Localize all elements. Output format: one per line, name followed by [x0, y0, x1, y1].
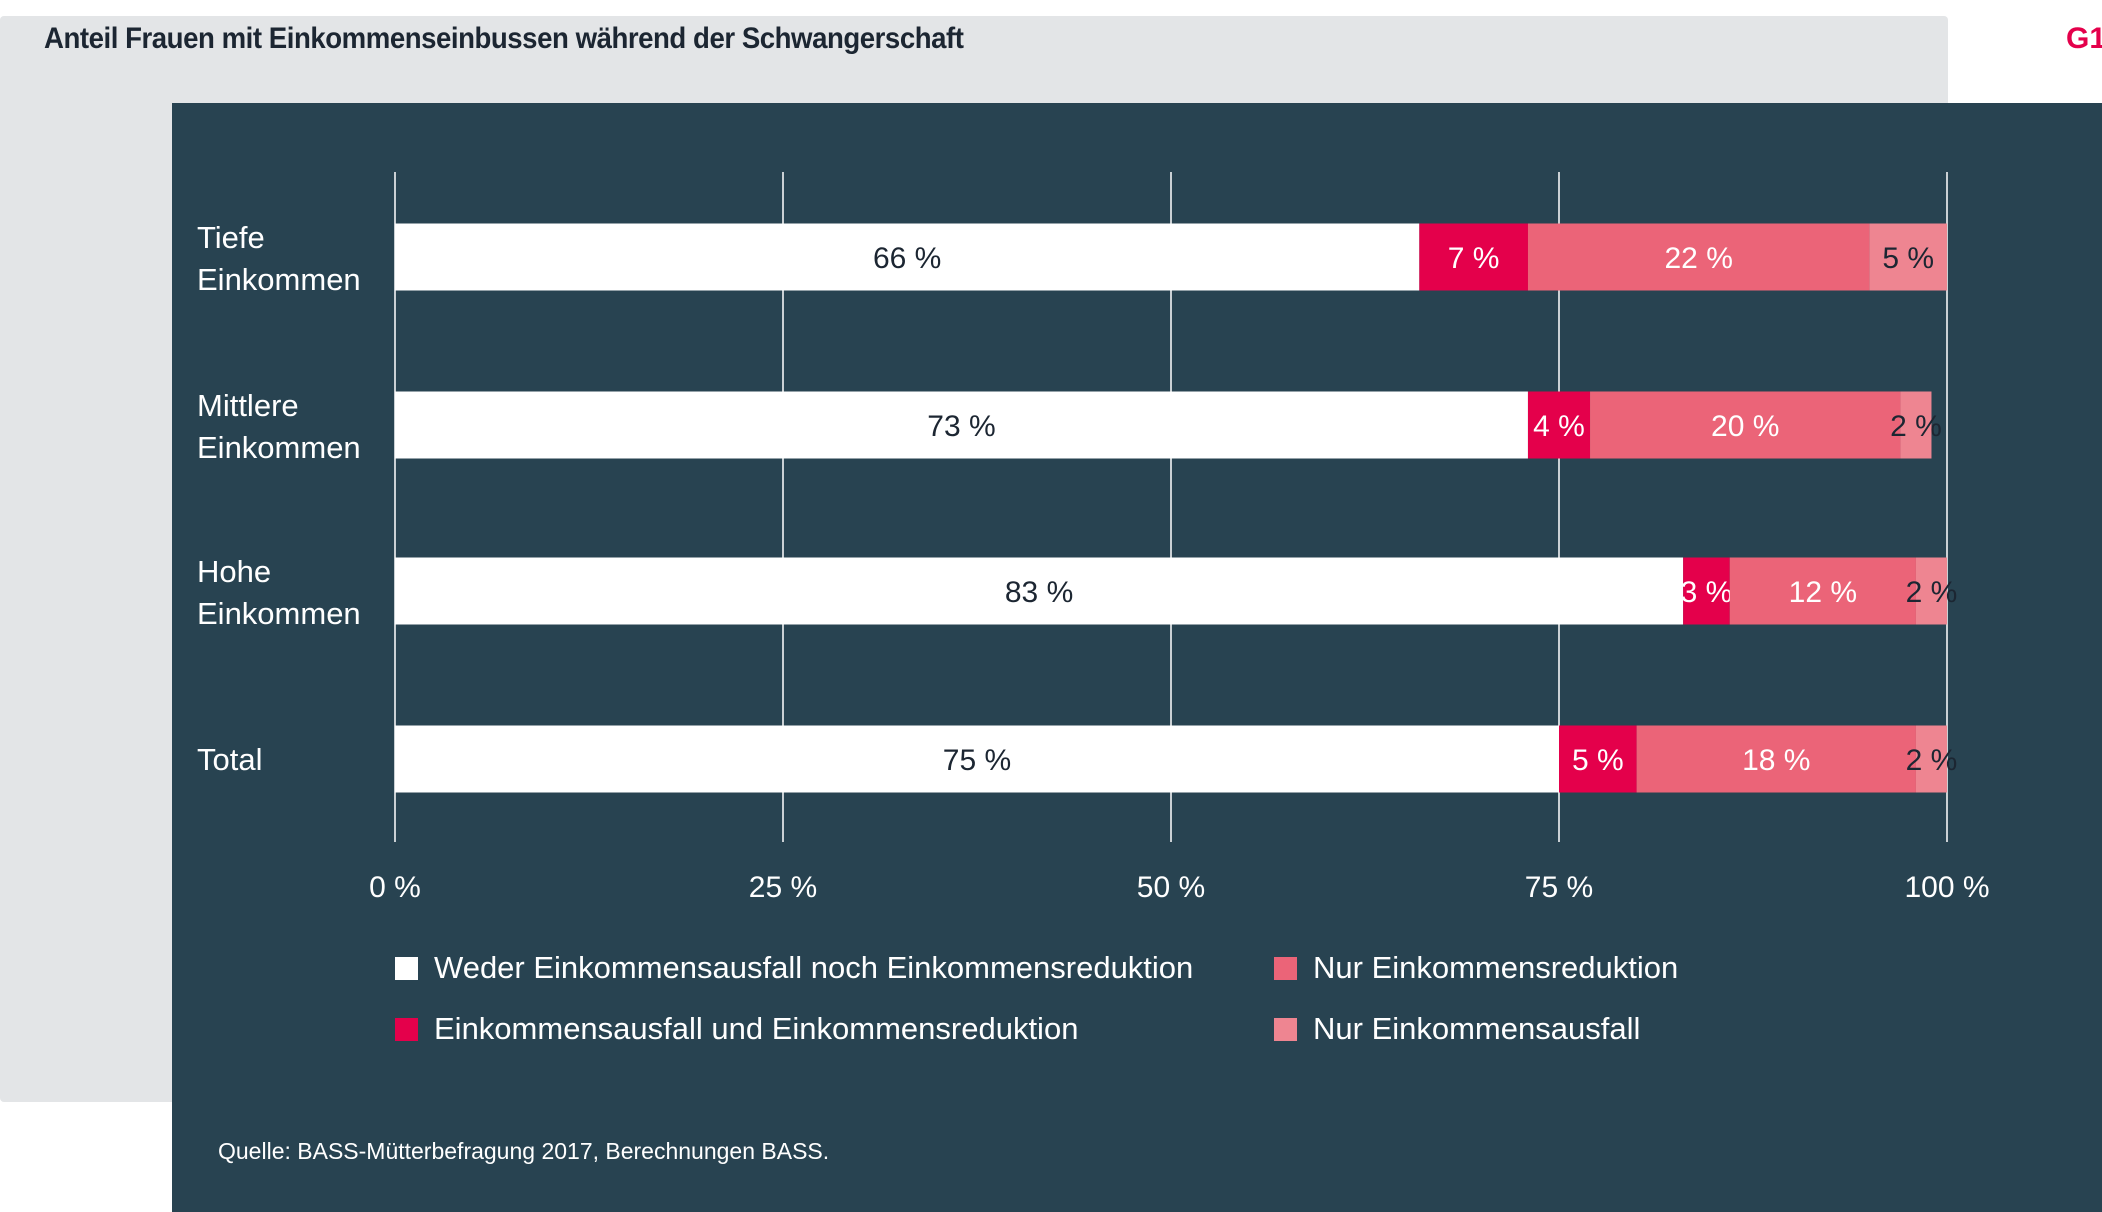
x-tick-label: 0 % [369, 871, 421, 904]
x-tick-label: 50 % [1137, 871, 1205, 904]
category-label: Total [197, 742, 262, 777]
bar-segment [395, 391, 1528, 459]
category-label: Einkommen [197, 430, 361, 465]
legend-label: Einkommensausfall und Einkommensreduktio… [434, 1011, 1079, 1046]
data-label: 73 % [927, 410, 995, 443]
bar-segment [395, 223, 1420, 291]
x-tick-label: 25 % [749, 871, 817, 904]
bar-segment [1559, 725, 1637, 793]
legend-label: Weder Einkommensausfall noch Einkommensr… [434, 950, 1194, 985]
bar-segment [1590, 391, 1901, 459]
data-label: 5 % [1572, 744, 1624, 777]
data-label: 2 % [1890, 410, 1942, 443]
data-label: 66 % [873, 242, 941, 275]
bar-segment [395, 725, 1559, 793]
bar-segment [1869, 223, 1947, 291]
data-label: 83 % [1005, 576, 1073, 609]
data-label: 75 % [943, 744, 1011, 777]
chart-title: Anteil Frauen mit Einkommenseinbussen wä… [44, 22, 964, 55]
x-tick-label: 75 % [1525, 871, 1593, 904]
data-label: 12 % [1789, 576, 1857, 609]
legend-item: Nur Einkommensreduktion [1274, 950, 1678, 986]
data-label: 18 % [1742, 744, 1810, 777]
data-label: 7 % [1448, 242, 1500, 275]
category-label: Einkommen [197, 596, 361, 631]
bar-segment [1527, 223, 1870, 291]
data-label: 4 % [1533, 410, 1585, 443]
bar-segment [395, 557, 1684, 625]
data-label: 20 % [1711, 410, 1779, 443]
data-label: 2 % [1906, 576, 1958, 609]
legend-item: Weder Einkommensausfall noch Einkommensr… [395, 950, 1193, 986]
legend-item: Einkommensausfall und Einkommensreduktio… [395, 1011, 1078, 1047]
x-tick-label: 100 % [1904, 871, 1989, 904]
data-label: 5 % [1882, 242, 1934, 275]
bar-segment [1636, 725, 1916, 793]
legend-swatch [1274, 956, 1297, 980]
bar-segment [1683, 557, 1730, 625]
legend-swatch [395, 956, 418, 980]
bar-segment [1729, 557, 1916, 625]
figure-id: G1 [2066, 22, 2102, 55]
bar-segment [1915, 725, 1947, 793]
bar-segment [1419, 223, 1528, 291]
legend-swatch [395, 1017, 418, 1041]
data-label: 3 % [1681, 576, 1733, 609]
source-note: Quelle: BASS-Mütterbefragung 2017, Berec… [218, 1138, 830, 1164]
category-label: Hohe [197, 554, 271, 589]
legend-label: Nur Einkommensreduktion [1313, 950, 1679, 985]
bar-segment [1527, 391, 1591, 459]
legend-item: Nur Einkommensausfall [1274, 1011, 1640, 1047]
category-label: Einkommen [197, 262, 361, 297]
legend-label: Nur Einkommensausfall [1313, 1011, 1641, 1046]
bar-segment [1900, 391, 1932, 459]
legend-swatch [1274, 1017, 1297, 1041]
category-label: Tiefe [197, 220, 265, 255]
data-label: 2 % [1906, 744, 1958, 777]
bar-segment [1915, 557, 1947, 625]
category-label: Mittlere [197, 388, 299, 423]
data-label: 22 % [1664, 242, 1732, 275]
